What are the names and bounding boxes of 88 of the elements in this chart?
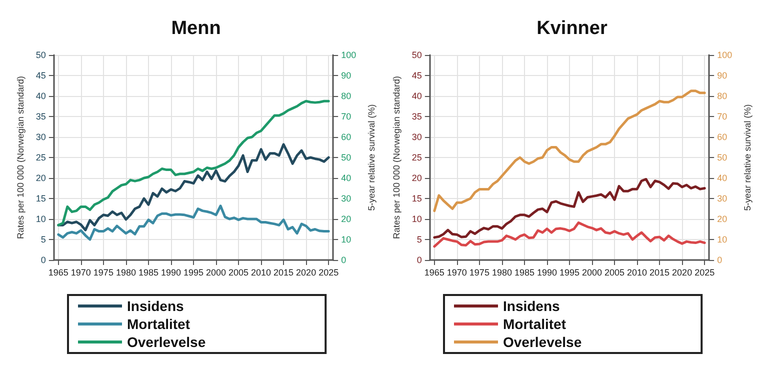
y2-tick-label: 30 bbox=[341, 194, 352, 204]
y-tick-label: 5 bbox=[416, 234, 422, 244]
legend-label: Mortalitet bbox=[127, 316, 190, 332]
y-axis-title: Rates per 100 000 (Norwegian standard) bbox=[16, 76, 26, 240]
x-tick-label: 2000 bbox=[206, 268, 226, 278]
x-tick-label: 2005 bbox=[604, 268, 625, 278]
y2-tick-label: 0 bbox=[341, 255, 346, 265]
y-tick-label: 50 bbox=[36, 50, 46, 60]
y-tick-label: 45 bbox=[36, 70, 46, 80]
y2-axis-title: 5-year relative survival (%) bbox=[366, 104, 376, 211]
line-series bbox=[57, 100, 330, 226]
x-tick-label: 2020 bbox=[672, 268, 692, 278]
chart-title: Menn bbox=[171, 18, 221, 39]
y2-tick-label: 30 bbox=[717, 194, 728, 204]
x-tick-label: 1965 bbox=[424, 268, 444, 278]
x-tick-label: 1975 bbox=[469, 268, 490, 278]
y2-tick-label: 20 bbox=[341, 214, 352, 224]
y-tick-label: 25 bbox=[36, 152, 46, 162]
y-tick-label: 15 bbox=[36, 194, 46, 204]
y-tick-label: 50 bbox=[412, 50, 422, 60]
x-tick-label: 2020 bbox=[296, 268, 316, 278]
y2-tick-label: 50 bbox=[717, 152, 728, 162]
x-tick-label: 1995 bbox=[183, 268, 204, 278]
y2-tick-label: 70 bbox=[717, 112, 728, 122]
y2-tick-label: 90 bbox=[341, 70, 352, 80]
y2-tick-label: 40 bbox=[341, 173, 352, 183]
y2-tick-label: 80 bbox=[341, 91, 352, 101]
legend-label: Overlevelse bbox=[503, 334, 582, 350]
y2-tick-label: 20 bbox=[717, 214, 728, 224]
y-tick-label: 0 bbox=[40, 255, 46, 265]
y-tick-label: 40 bbox=[36, 91, 46, 101]
y2-tick-label: 100 bbox=[717, 50, 732, 60]
legend-label: Insidens bbox=[503, 298, 560, 314]
y2-tick-label: 40 bbox=[717, 173, 728, 183]
y-tick-label: 20 bbox=[412, 173, 422, 183]
x-tick-label: 1970 bbox=[70, 268, 91, 278]
y2-tick-label: 100 bbox=[341, 50, 356, 60]
y2-tick-label: 90 bbox=[717, 70, 728, 80]
y2-tick-label: 70 bbox=[341, 112, 352, 122]
x-tick-label: 2005 bbox=[228, 268, 249, 278]
y2-tick-label: 0 bbox=[717, 255, 722, 265]
y-axis-title: Rates per 100 000 (Norwegian standard) bbox=[392, 76, 402, 240]
x-tick-label: 1985 bbox=[138, 268, 158, 278]
y-tick-label: 15 bbox=[412, 194, 422, 204]
x-tick-label: 2000 bbox=[582, 268, 602, 278]
y2-tick-label: 80 bbox=[717, 91, 728, 101]
x-tick-label: 2025 bbox=[318, 268, 339, 278]
x-tick-label: 2015 bbox=[650, 268, 670, 278]
y2-tick-label: 50 bbox=[341, 152, 352, 162]
line-series bbox=[433, 178, 706, 239]
y-tick-label: 30 bbox=[36, 132, 46, 142]
x-tick-label: 1980 bbox=[116, 268, 136, 278]
y-tick-label: 35 bbox=[412, 112, 422, 122]
y-tick-label: 45 bbox=[412, 70, 422, 80]
x-tick-label: 1970 bbox=[446, 268, 467, 278]
x-tick-label: 1975 bbox=[93, 268, 114, 278]
legend-label: Mortalitet bbox=[503, 316, 566, 332]
y-tick-label: 10 bbox=[412, 214, 422, 224]
x-tick-label: 1990 bbox=[160, 268, 181, 278]
y-tick-label: 5 bbox=[40, 234, 46, 244]
x-tick-label: 1965 bbox=[48, 268, 68, 278]
legend-label: Insidens bbox=[127, 298, 184, 314]
y2-axis-title: 5-year relative survival (%) bbox=[742, 104, 752, 211]
y-tick-label: 25 bbox=[412, 152, 422, 162]
line-series bbox=[433, 221, 706, 248]
y-tick-label: 30 bbox=[412, 132, 422, 142]
y2-tick-label: 60 bbox=[341, 132, 352, 142]
x-tick-label: 1990 bbox=[536, 268, 557, 278]
y-tick-label: 0 bbox=[416, 255, 422, 265]
x-tick-label: 2025 bbox=[694, 268, 715, 278]
x-tick-label: 2010 bbox=[251, 268, 272, 278]
y2-tick-label: 10 bbox=[341, 234, 352, 244]
y-tick-label: 40 bbox=[412, 91, 422, 101]
legend-label: Overlevelse bbox=[127, 334, 206, 350]
line-series bbox=[57, 204, 330, 241]
x-tick-label: 1995 bbox=[559, 268, 580, 278]
chart-title: Kvinner bbox=[536, 18, 608, 39]
line-series bbox=[433, 90, 706, 212]
y-tick-label: 35 bbox=[36, 112, 46, 122]
y-tick-label: 10 bbox=[36, 214, 46, 224]
y-tick-label: 20 bbox=[36, 173, 46, 183]
x-tick-label: 2015 bbox=[274, 268, 294, 278]
y2-tick-label: 60 bbox=[717, 132, 728, 142]
x-tick-label: 1985 bbox=[514, 268, 534, 278]
y2-tick-label: 10 bbox=[717, 234, 728, 244]
line-series bbox=[57, 143, 330, 232]
x-tick-label: 1980 bbox=[492, 268, 512, 278]
x-tick-label: 2010 bbox=[627, 268, 648, 278]
